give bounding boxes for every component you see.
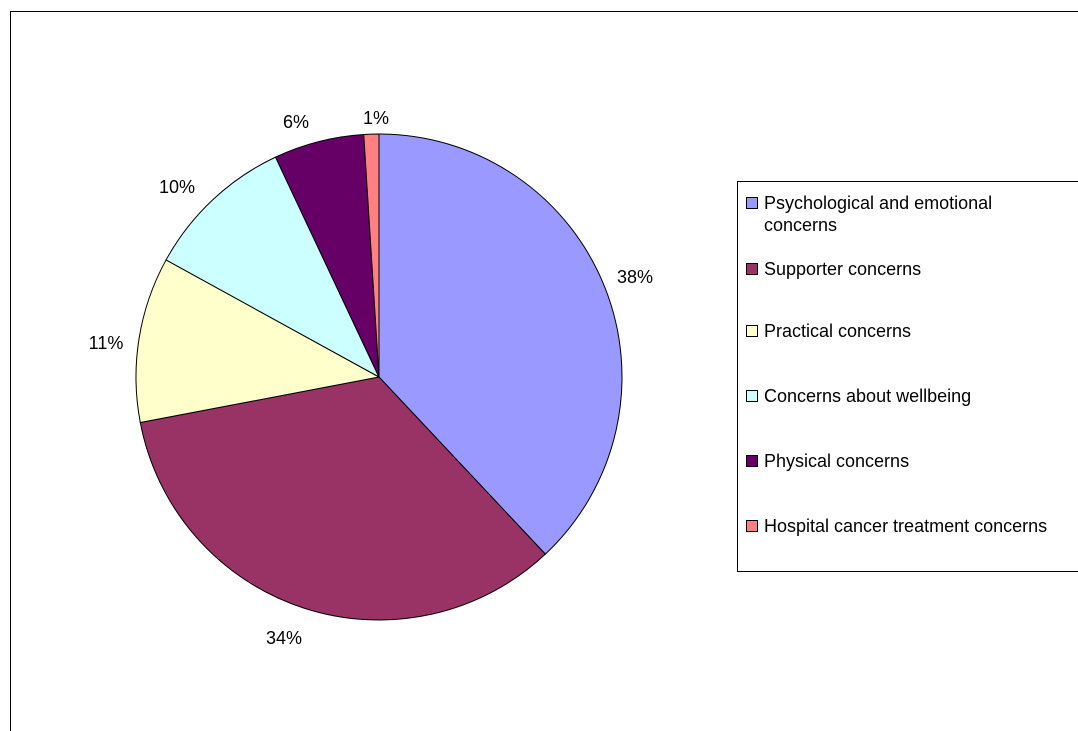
data-label-physical-concerns: 6% (283, 112, 309, 132)
chart-area (10, 11, 1078, 731)
legend-swatch (746, 390, 758, 402)
legend-item-hospital-cancer-treatment-concerns: Hospital cancer treatment concerns (746, 515, 1078, 537)
pie-slice-hospital-cancer-treatment-concerns (363, 133, 380, 378)
pie-data-labels: 38% 34% 11% 10% 6% 1% (89, 108, 653, 648)
legend-label: Practical concerns (764, 321, 912, 341)
legend-label: Concerns about wellbeing (764, 386, 972, 406)
legend-swatch (746, 520, 758, 532)
data-label-hospital-cancer-treatment-concerns: 1% (363, 108, 389, 128)
data-label-psychological-and-emotional-concerns: 38% (617, 267, 653, 287)
legend-label: Supporter concerns (764, 259, 922, 279)
legend-item-concerns-about-wellbeing: Concerns about wellbeing (746, 385, 1078, 407)
legend-item-supporter-concerns: Supporter concerns (746, 258, 1078, 280)
legend-swatch (746, 263, 758, 275)
legend: Psychological and emotional concerns Supp… (737, 181, 1078, 572)
legend-swatch (746, 197, 758, 209)
pie-slices (135, 133, 623, 621)
legend-item-physical-concerns: Physical concerns (746, 450, 1078, 472)
data-label-practical-concerns: 11% (89, 333, 124, 353)
legend-item-psychological-and-emotional-concerns: Psychological and emotional concerns (746, 192, 1078, 236)
legend-item-practical-concerns: Practical concerns (746, 320, 1078, 342)
pie-slice-supporter-concerns (139, 376, 547, 621)
pie-slice-concerns-about-wellbeing (165, 156, 381, 379)
legend-swatch (746, 455, 758, 467)
pie-slice-psychological-and-emotional-concerns (378, 133, 623, 555)
data-label-supporter-concerns: 34% (266, 628, 302, 648)
legend-label: Hospital cancer treatment concerns (764, 516, 1048, 536)
legend-label: Physical concerns (764, 451, 910, 471)
data-label-concerns-about-wellbeing: 10% (159, 177, 195, 197)
legend-label: Psychological and emotional concerns (764, 193, 993, 235)
legend-swatch (746, 325, 758, 337)
pie-slice-practical-concerns (135, 259, 381, 424)
